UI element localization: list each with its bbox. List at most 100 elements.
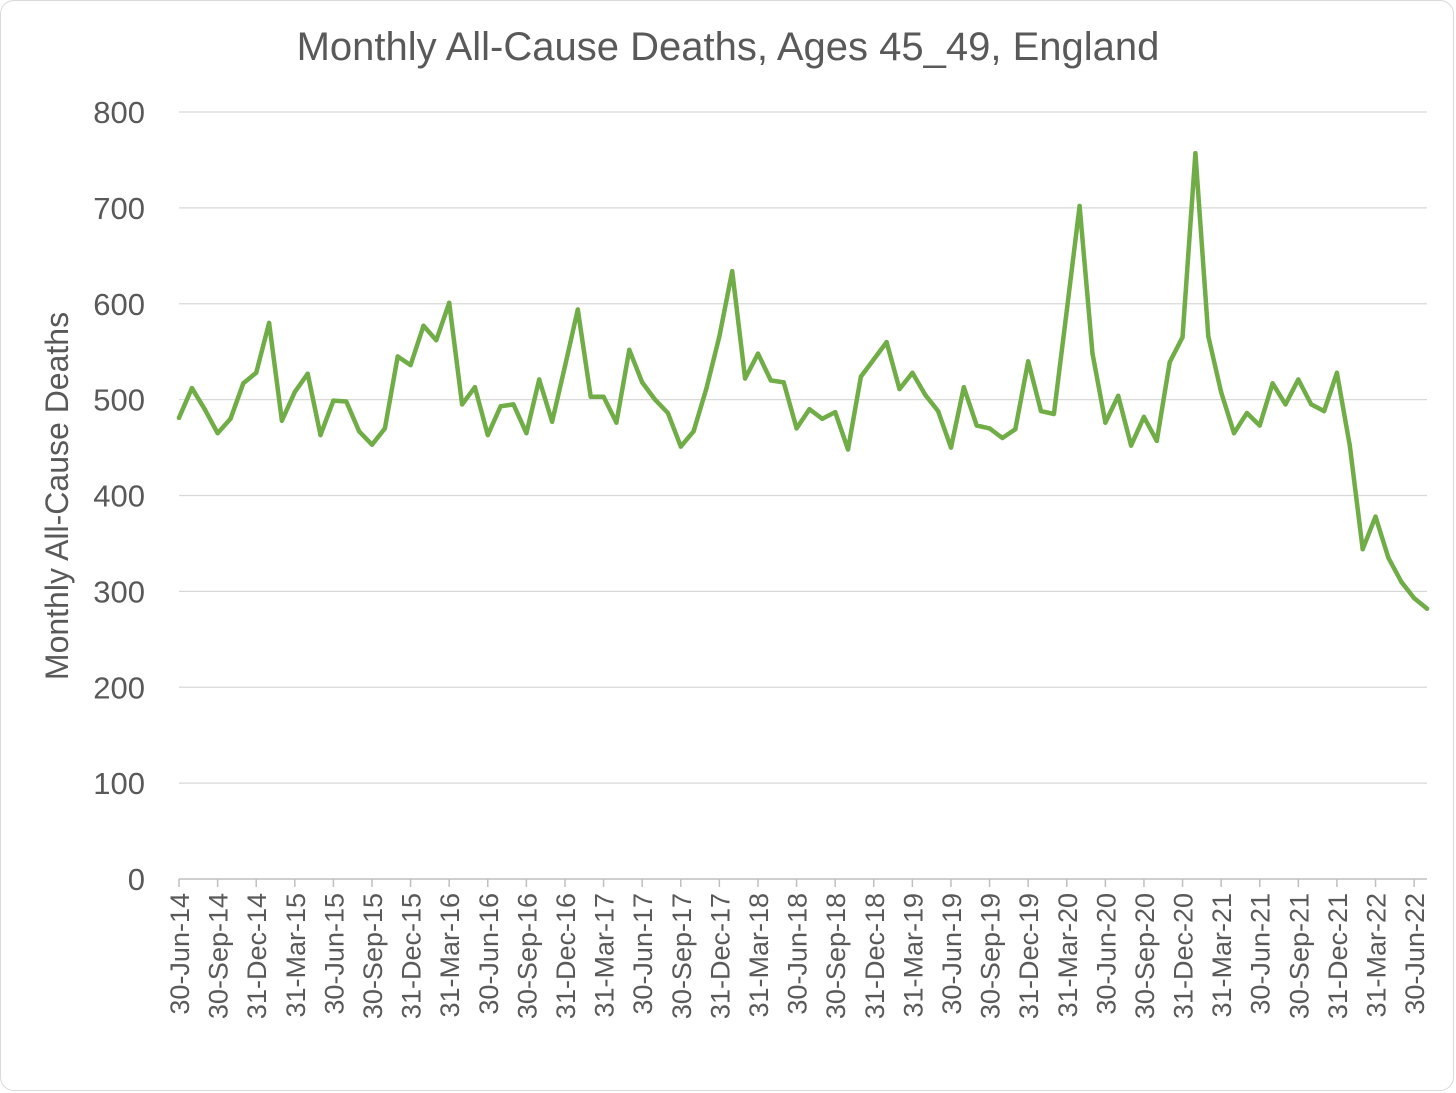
x-tick-label: 31-Dec-20 xyxy=(1169,893,1199,1019)
data-point xyxy=(202,407,207,412)
data-point xyxy=(228,416,233,421)
data-point xyxy=(318,432,323,438)
data-point xyxy=(485,432,490,438)
data-point xyxy=(1360,546,1365,552)
data-point xyxy=(1309,402,1314,407)
x-tick-label: 30-Sep-18 xyxy=(821,893,851,1019)
data-point xyxy=(1051,411,1057,417)
data-point xyxy=(524,430,529,436)
data-point xyxy=(331,398,336,403)
y-tick-label: 400 xyxy=(93,479,145,514)
data-point xyxy=(472,384,478,390)
data-point xyxy=(730,268,735,274)
data-point xyxy=(781,380,786,385)
data-point xyxy=(652,397,658,402)
data-point xyxy=(1411,595,1417,601)
data-point xyxy=(678,444,683,449)
x-tick-label: 31-Dec-21 xyxy=(1323,893,1353,1019)
x-tick-label: 31-Mar-20 xyxy=(1053,893,1083,1018)
data-point xyxy=(1347,443,1353,448)
data-point xyxy=(1103,420,1108,425)
data-point xyxy=(987,426,992,431)
data-point xyxy=(292,389,297,395)
data-point xyxy=(1373,514,1378,519)
data-point xyxy=(871,357,876,362)
data-point xyxy=(266,320,272,326)
x-tick-label: 31-Mar-16 xyxy=(435,893,465,1018)
data-point xyxy=(498,404,503,409)
x-tick-label: 30-Sep-21 xyxy=(1284,893,1314,1019)
data-point xyxy=(601,394,606,399)
data-point xyxy=(627,347,632,352)
x-tick-label: 31-Mar-17 xyxy=(590,893,620,1018)
data-point xyxy=(961,384,967,390)
data-point xyxy=(717,334,722,339)
x-tick-label: 30-Sep-19 xyxy=(976,893,1006,1019)
x-tick-label: 30-Sep-17 xyxy=(667,893,697,1019)
data-point xyxy=(614,420,619,425)
data-point xyxy=(1321,408,1327,414)
data-point xyxy=(1386,555,1391,561)
data-point xyxy=(1257,423,1262,428)
data-point xyxy=(665,410,671,416)
x-tick-label: 30-Jun-22 xyxy=(1400,893,1430,1015)
data-point xyxy=(446,300,452,305)
data-point xyxy=(279,418,285,423)
data-point xyxy=(253,370,259,375)
data-point xyxy=(948,445,954,450)
data-point xyxy=(704,385,709,391)
data-point xyxy=(215,430,220,436)
data-point xyxy=(241,381,246,386)
data-point xyxy=(807,407,812,412)
y-tick-label: 500 xyxy=(93,383,145,418)
data-point xyxy=(1296,377,1301,382)
data-point xyxy=(1000,435,1005,441)
x-tick-label: 30-Jun-16 xyxy=(474,893,504,1015)
data-point xyxy=(356,429,362,434)
data-point xyxy=(1154,438,1160,444)
data-point xyxy=(1116,393,1121,398)
data-point xyxy=(1013,427,1018,432)
x-tick-label: 31-Dec-16 xyxy=(551,893,581,1019)
data-point xyxy=(344,399,349,404)
data-point xyxy=(1206,334,1211,339)
data-point xyxy=(1128,443,1134,448)
data-point xyxy=(305,371,310,376)
data-point xyxy=(408,362,413,368)
data-point xyxy=(369,442,375,447)
data-point xyxy=(845,447,851,452)
data-point xyxy=(395,354,400,359)
data-point xyxy=(511,402,516,407)
y-axis-ticks: 0 100 200 300 400 500 600 700 800 xyxy=(93,95,145,897)
data-point xyxy=(832,409,838,415)
data-point xyxy=(1283,402,1288,407)
data-point xyxy=(858,374,864,379)
x-tick-label: 31-Dec-19 xyxy=(1014,893,1044,1019)
data-point xyxy=(794,426,799,431)
data-point xyxy=(1038,408,1044,414)
data-point xyxy=(459,402,465,407)
x-tick-label: 30-Sep-15 xyxy=(358,893,388,1019)
x-tick-label: 30-Sep-16 xyxy=(512,893,542,1019)
data-point xyxy=(1231,430,1237,436)
data-point xyxy=(768,378,774,383)
data-point xyxy=(742,376,748,381)
x-tick-label: 30-Sep-20 xyxy=(1130,893,1160,1019)
y-tick-label: 200 xyxy=(93,670,145,705)
data-point xyxy=(1180,335,1185,340)
data-point xyxy=(884,339,889,345)
x-axis-ticks: 30-Jun-14 30-Sep-14 31-Dec-14 31-Mar-15 30-J… xyxy=(165,879,1430,1019)
data-point xyxy=(691,429,696,434)
y-tick-label: 600 xyxy=(93,287,145,322)
x-tick-label: 31-Mar-22 xyxy=(1362,893,1392,1018)
x-tick-label: 31-Mar-21 xyxy=(1207,893,1237,1018)
data-point xyxy=(755,351,761,356)
x-tick-label: 30-Jun-20 xyxy=(1091,893,1121,1015)
x-tick-label: 30-Sep-14 xyxy=(204,893,234,1019)
data-point xyxy=(421,323,426,329)
y-tick-label: 0 xyxy=(128,862,145,897)
y-tick-label: 300 xyxy=(93,574,145,609)
data-point xyxy=(1334,370,1340,375)
data-point xyxy=(1424,606,1430,611)
